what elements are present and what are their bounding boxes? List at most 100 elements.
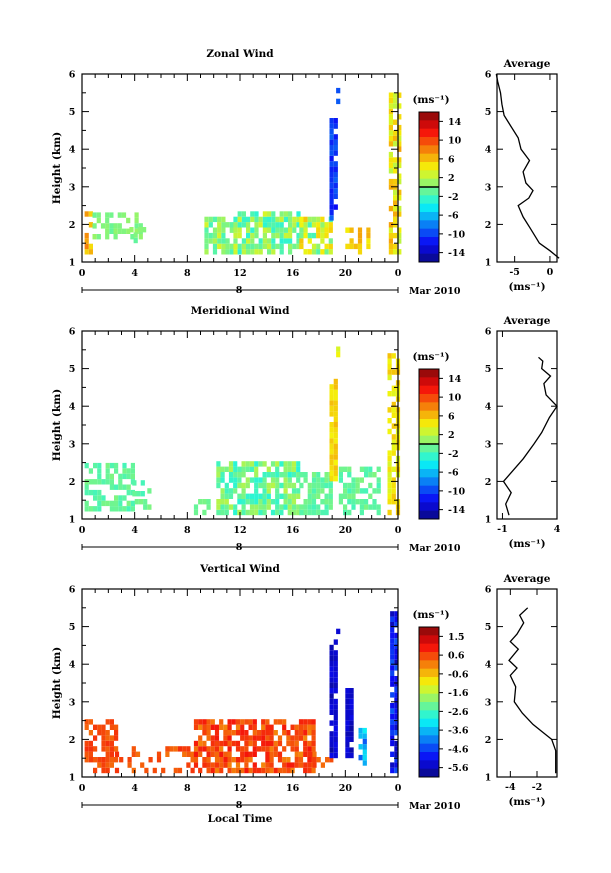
heatmap-cell (118, 484, 123, 490)
heatmap-cell (241, 238, 246, 244)
colorbar-tick-label: 6 (448, 154, 455, 165)
heatmap-cell (394, 762, 399, 768)
heatmap-cell (248, 735, 253, 741)
heatmap-cell (328, 238, 333, 244)
heatmap-cell (262, 216, 267, 223)
heatmap-cell (105, 746, 110, 752)
colorbar-tick-label: 2 (448, 430, 455, 441)
heatmap-cell (357, 249, 363, 255)
heatmap-cell (231, 719, 236, 725)
heatmap-cell (316, 482, 321, 489)
heatmap-cell (311, 222, 317, 228)
heatmap-cell (84, 232, 89, 239)
heatmap-cell (290, 762, 295, 768)
heatmap-cell (311, 724, 316, 730)
heatmap-cell (388, 168, 393, 174)
heatmap-cell (223, 762, 228, 768)
colorbar-segment (419, 228, 439, 238)
heatmap-cell (286, 735, 291, 741)
heatmap-cell (109, 762, 114, 768)
heatmap-cell (388, 141, 393, 147)
heatmap-cell (364, 488, 369, 494)
heatmap-cell (329, 193, 334, 199)
heatmap-cell (329, 644, 334, 651)
heatmap-cell (267, 227, 272, 233)
heatmap-cell (387, 450, 392, 456)
heatmap-cell (307, 757, 312, 763)
heatmap-cell (216, 461, 221, 467)
heatmap-cell (105, 217, 110, 224)
heatmap-cell (307, 762, 312, 768)
heatmap-cell (233, 488, 238, 494)
heatmap-cell (333, 476, 338, 482)
heatmap-cell (244, 735, 249, 741)
heatmap-cell (333, 725, 338, 732)
heatmap-cell (387, 391, 392, 397)
profile-y-tick-label: 2 (485, 220, 492, 231)
heatmap-cell (193, 504, 199, 510)
heatmap-cell (333, 742, 338, 748)
heatmap-cell (390, 622, 395, 628)
heatmap-cell (359, 499, 364, 505)
heatmap-cell (241, 249, 246, 255)
heatmap-cell (299, 504, 304, 510)
colorbar-segment (419, 469, 439, 478)
heatmap-cell (329, 688, 334, 694)
heatmap-cell (193, 746, 199, 752)
heatmap-cell (349, 736, 354, 742)
heatmap-cell (249, 461, 255, 467)
heatmap-cell (333, 161, 338, 167)
heatmap-cell (126, 489, 131, 496)
heatmap-cell (101, 757, 106, 763)
heatmap-cell (329, 172, 334, 178)
heatmap-cell (397, 124, 402, 131)
heatmap-cell (275, 227, 280, 233)
heatmap-cell (266, 488, 271, 494)
heatmap-cell (329, 123, 334, 129)
heatmap-cell (237, 222, 242, 228)
colorbar-tick-label: -0.6 (448, 669, 469, 680)
heatmap-cell (362, 738, 367, 745)
profile-y-tick-label: 2 (485, 735, 492, 746)
heatmap-cell (275, 243, 280, 250)
heatmap-cell (126, 228, 131, 234)
heatmap-cell (387, 493, 392, 499)
heatmap-cell (329, 443, 334, 449)
heatmap-cell (204, 232, 209, 239)
heatmap-cell (126, 217, 131, 224)
profile-x-tick-label: -5 (509, 267, 520, 278)
heatmap-cell (394, 730, 399, 736)
heatmap-cell (233, 461, 238, 467)
heatmap-cell (368, 482, 373, 489)
heatmap-cell (193, 751, 199, 757)
heatmap-cell (296, 472, 301, 478)
heatmap-cell (338, 472, 343, 478)
heatmap-cell (252, 730, 257, 736)
heatmap-cell (393, 162, 398, 169)
heatmap-cell (394, 649, 399, 655)
heatmap-cell (333, 172, 338, 178)
colorbar-segment (419, 502, 439, 512)
heatmap-cell (338, 493, 343, 499)
heatmap-cell (329, 736, 334, 742)
heatmap-cell (320, 232, 325, 239)
heatmap-cell (105, 479, 110, 485)
heatmap-cell (299, 216, 304, 223)
heatmap-cell (109, 735, 114, 741)
heatmap-cell (228, 488, 234, 494)
heatmap-cell (105, 751, 110, 757)
heatmap-cell (202, 509, 207, 516)
heatmap-cell (241, 499, 246, 505)
heatmap-cell (329, 395, 334, 401)
heatmap-cell (376, 466, 381, 472)
heatmap-cell (296, 488, 301, 494)
colorbar-segment (419, 718, 439, 728)
heatmap-cell (303, 504, 308, 510)
heatmap-cell (333, 378, 338, 385)
colorbar-tick-label: -1.6 (448, 688, 469, 699)
heatmap-cell (393, 232, 398, 239)
heatmap-cell (254, 477, 259, 483)
heatmap-cell (105, 234, 110, 240)
heatmap-cell (206, 767, 211, 774)
heatmap-cell (345, 715, 350, 721)
